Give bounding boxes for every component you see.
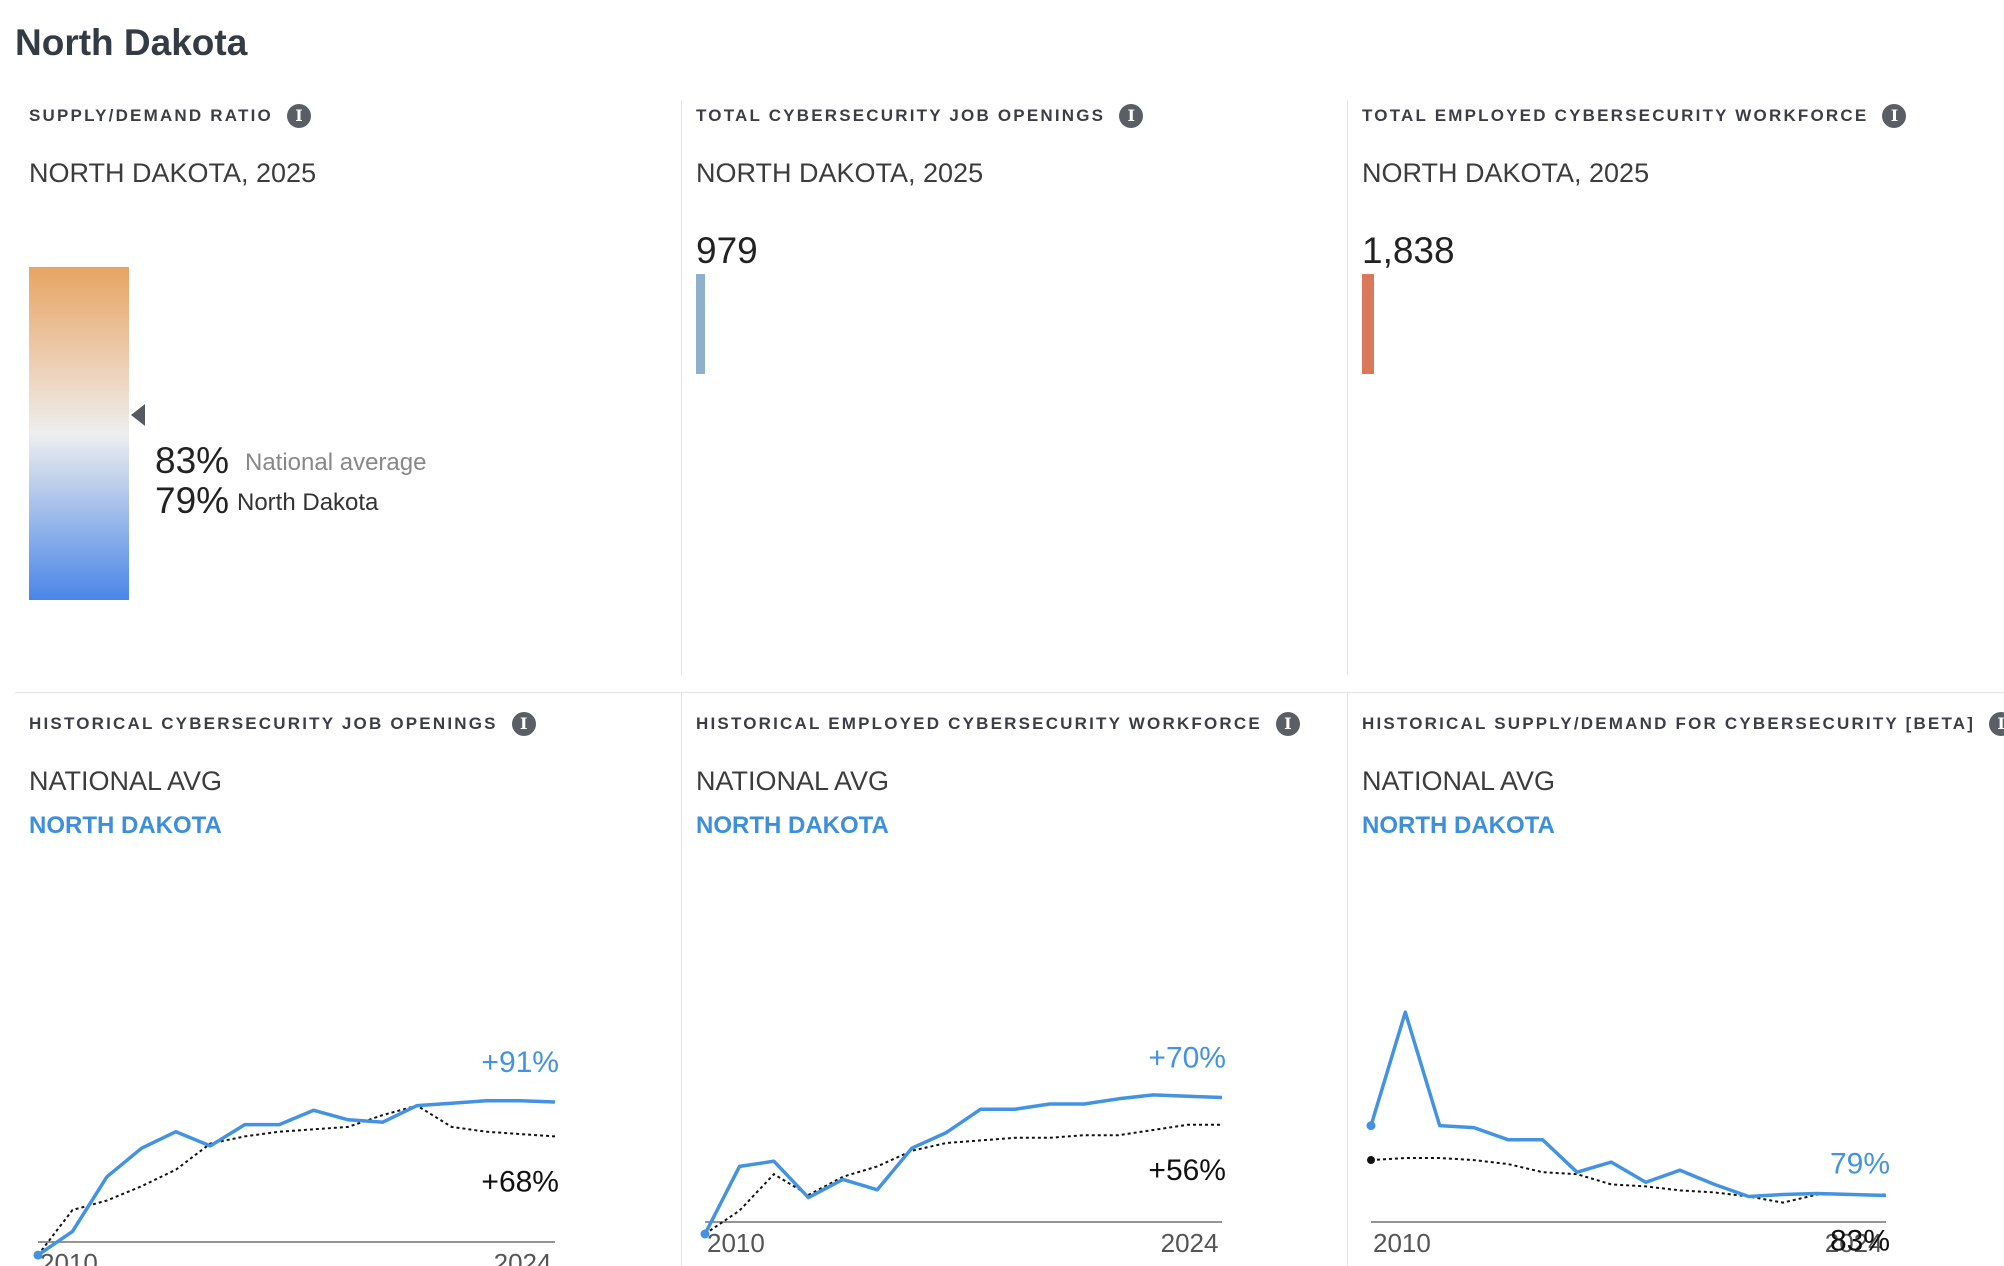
panel-title-text: TOTAL EMPLOYED CYBERSECURITY WORKFORCE [1362, 106, 1869, 125]
national-average-value: 83% [155, 440, 230, 481]
national-end-label: +68% [481, 1165, 559, 1198]
panel-title: TOTAL EMPLOYED CYBERSECURITY WORKFORCE i [1362, 104, 1907, 128]
job-openings-panel: TOTAL CYBERSECURITY JOB OPENINGS i NORTH… [681, 100, 1346, 675]
legend-national: NATIONAL AVG [1362, 766, 1556, 796]
historical-supply-demand-chart: 2010 2024 79% 83% [1366, 1010, 1890, 1258]
workforce-bar [1362, 274, 1374, 374]
panel-subtitle: NORTH DAKOTA, 2025 [29, 158, 317, 188]
national-end-label: 83% [1830, 1224, 1890, 1257]
state-label: North Dakota [237, 489, 379, 516]
x-tick-label: 2010 [707, 1228, 765, 1258]
ratio-gradient-gauge [29, 267, 145, 600]
row-divider [15, 692, 2004, 693]
info-icon[interactable]: i [511, 712, 536, 736]
state-line [703, 1093, 1223, 1235]
x-tick-label: 2010 [1373, 1228, 1431, 1258]
historical-openings-chart: 2010 2024 +91% +68% [33, 1046, 559, 1266]
state-end-label: 79% [1830, 1147, 1890, 1180]
panel-title-text: TOTAL CYBERSECURITY JOB OPENINGS [696, 106, 1106, 125]
info-icon[interactable]: i [1882, 104, 1907, 128]
panel-subtitle: NORTH DAKOTA, 2025 [696, 158, 984, 188]
openings-value: 979 [696, 230, 758, 271]
info-icon[interactable]: i [286, 104, 311, 128]
panel-title-text: HISTORICAL EMPLOYED CYBERSECURITY WORKFO… [696, 714, 1262, 733]
panel-title: HISTORICAL SUPPLY/DEMAND FOR CYBERSECURI… [1362, 712, 2004, 736]
national-average-label: National average [245, 449, 427, 476]
panel-title: SUPPLY/DEMAND RATIO i [29, 104, 311, 128]
legend-state: NORTH DAKOTA [1362, 812, 1555, 839]
national-avg-line [1370, 1157, 1886, 1204]
historical-openings-panel: HISTORICAL CYBERSECURITY JOB OPENINGS i … [15, 712, 680, 1266]
panel-title-text: HISTORICAL SUPPLY/DEMAND FOR CYBERSECURI… [1362, 714, 1976, 733]
panel-title: TOTAL CYBERSECURITY JOB OPENINGS i [696, 104, 1144, 128]
state-line [1369, 1010, 1887, 1199]
national-avg-line [37, 1104, 556, 1256]
state-start-point [700, 1229, 710, 1239]
historical-supply-demand-panel: HISTORICAL SUPPLY/DEMAND FOR CYBERSECURI… [1347, 692, 2004, 1266]
state-end-label: +70% [1148, 1042, 1226, 1075]
panel-title: HISTORICAL EMPLOYED CYBERSECURITY WORKFO… [696, 712, 1300, 736]
legend-national: NATIONAL AVG [29, 766, 223, 796]
national-end-label: +56% [1148, 1154, 1226, 1187]
state-line [37, 1099, 556, 1257]
national-start-point [1367, 1156, 1375, 1165]
workforce-panel: TOTAL EMPLOYED CYBERSECURITY WORKFORCE i… [1347, 100, 2004, 675]
panel-title-text: HISTORICAL CYBERSECURITY JOB OPENINGS [29, 714, 498, 733]
gradient-bar [29, 267, 129, 600]
x-tick-label: 2024 [494, 1248, 552, 1266]
info-icon[interactable]: i [1275, 712, 1300, 736]
openings-bar [696, 274, 705, 374]
legend-state: NORTH DAKOTA [696, 812, 889, 839]
workforce-value: 1,838 [1362, 230, 1455, 271]
panel-title: HISTORICAL CYBERSECURITY JOB OPENINGS i [29, 712, 536, 736]
x-tick-label: 2024 [1825, 1228, 1883, 1258]
national-avg-line [704, 1123, 1222, 1235]
legend-national: NATIONAL AVG [696, 766, 890, 796]
info-icon[interactable]: i [1989, 712, 2004, 736]
panel-subtitle: NORTH DAKOTA, 2025 [1362, 158, 1650, 188]
historical-workforce-chart: 2010 2024 +70% +56% [700, 1042, 1226, 1258]
national-average-marker-icon [131, 404, 145, 426]
legend-state: NORTH DAKOTA [29, 812, 222, 839]
state-start-point [33, 1250, 43, 1260]
page-title: North Dakota [15, 22, 248, 63]
state-start-point [1366, 1121, 1376, 1131]
x-tick-label: 2010 [40, 1248, 98, 1266]
state-end-label: +91% [481, 1046, 559, 1079]
state-value: 79% [155, 480, 230, 521]
panel-title-text: SUPPLY/DEMAND RATIO [29, 106, 273, 125]
x-tick-label: 2024 [1161, 1228, 1219, 1258]
historical-workforce-panel: HISTORICAL EMPLOYED CYBERSECURITY WORKFO… [681, 692, 1346, 1266]
info-icon[interactable]: i [1119, 104, 1144, 128]
supply-demand-ratio-panel: SUPPLY/DEMAND RATIO i NORTH DAKOTA, 2025… [15, 80, 680, 675]
